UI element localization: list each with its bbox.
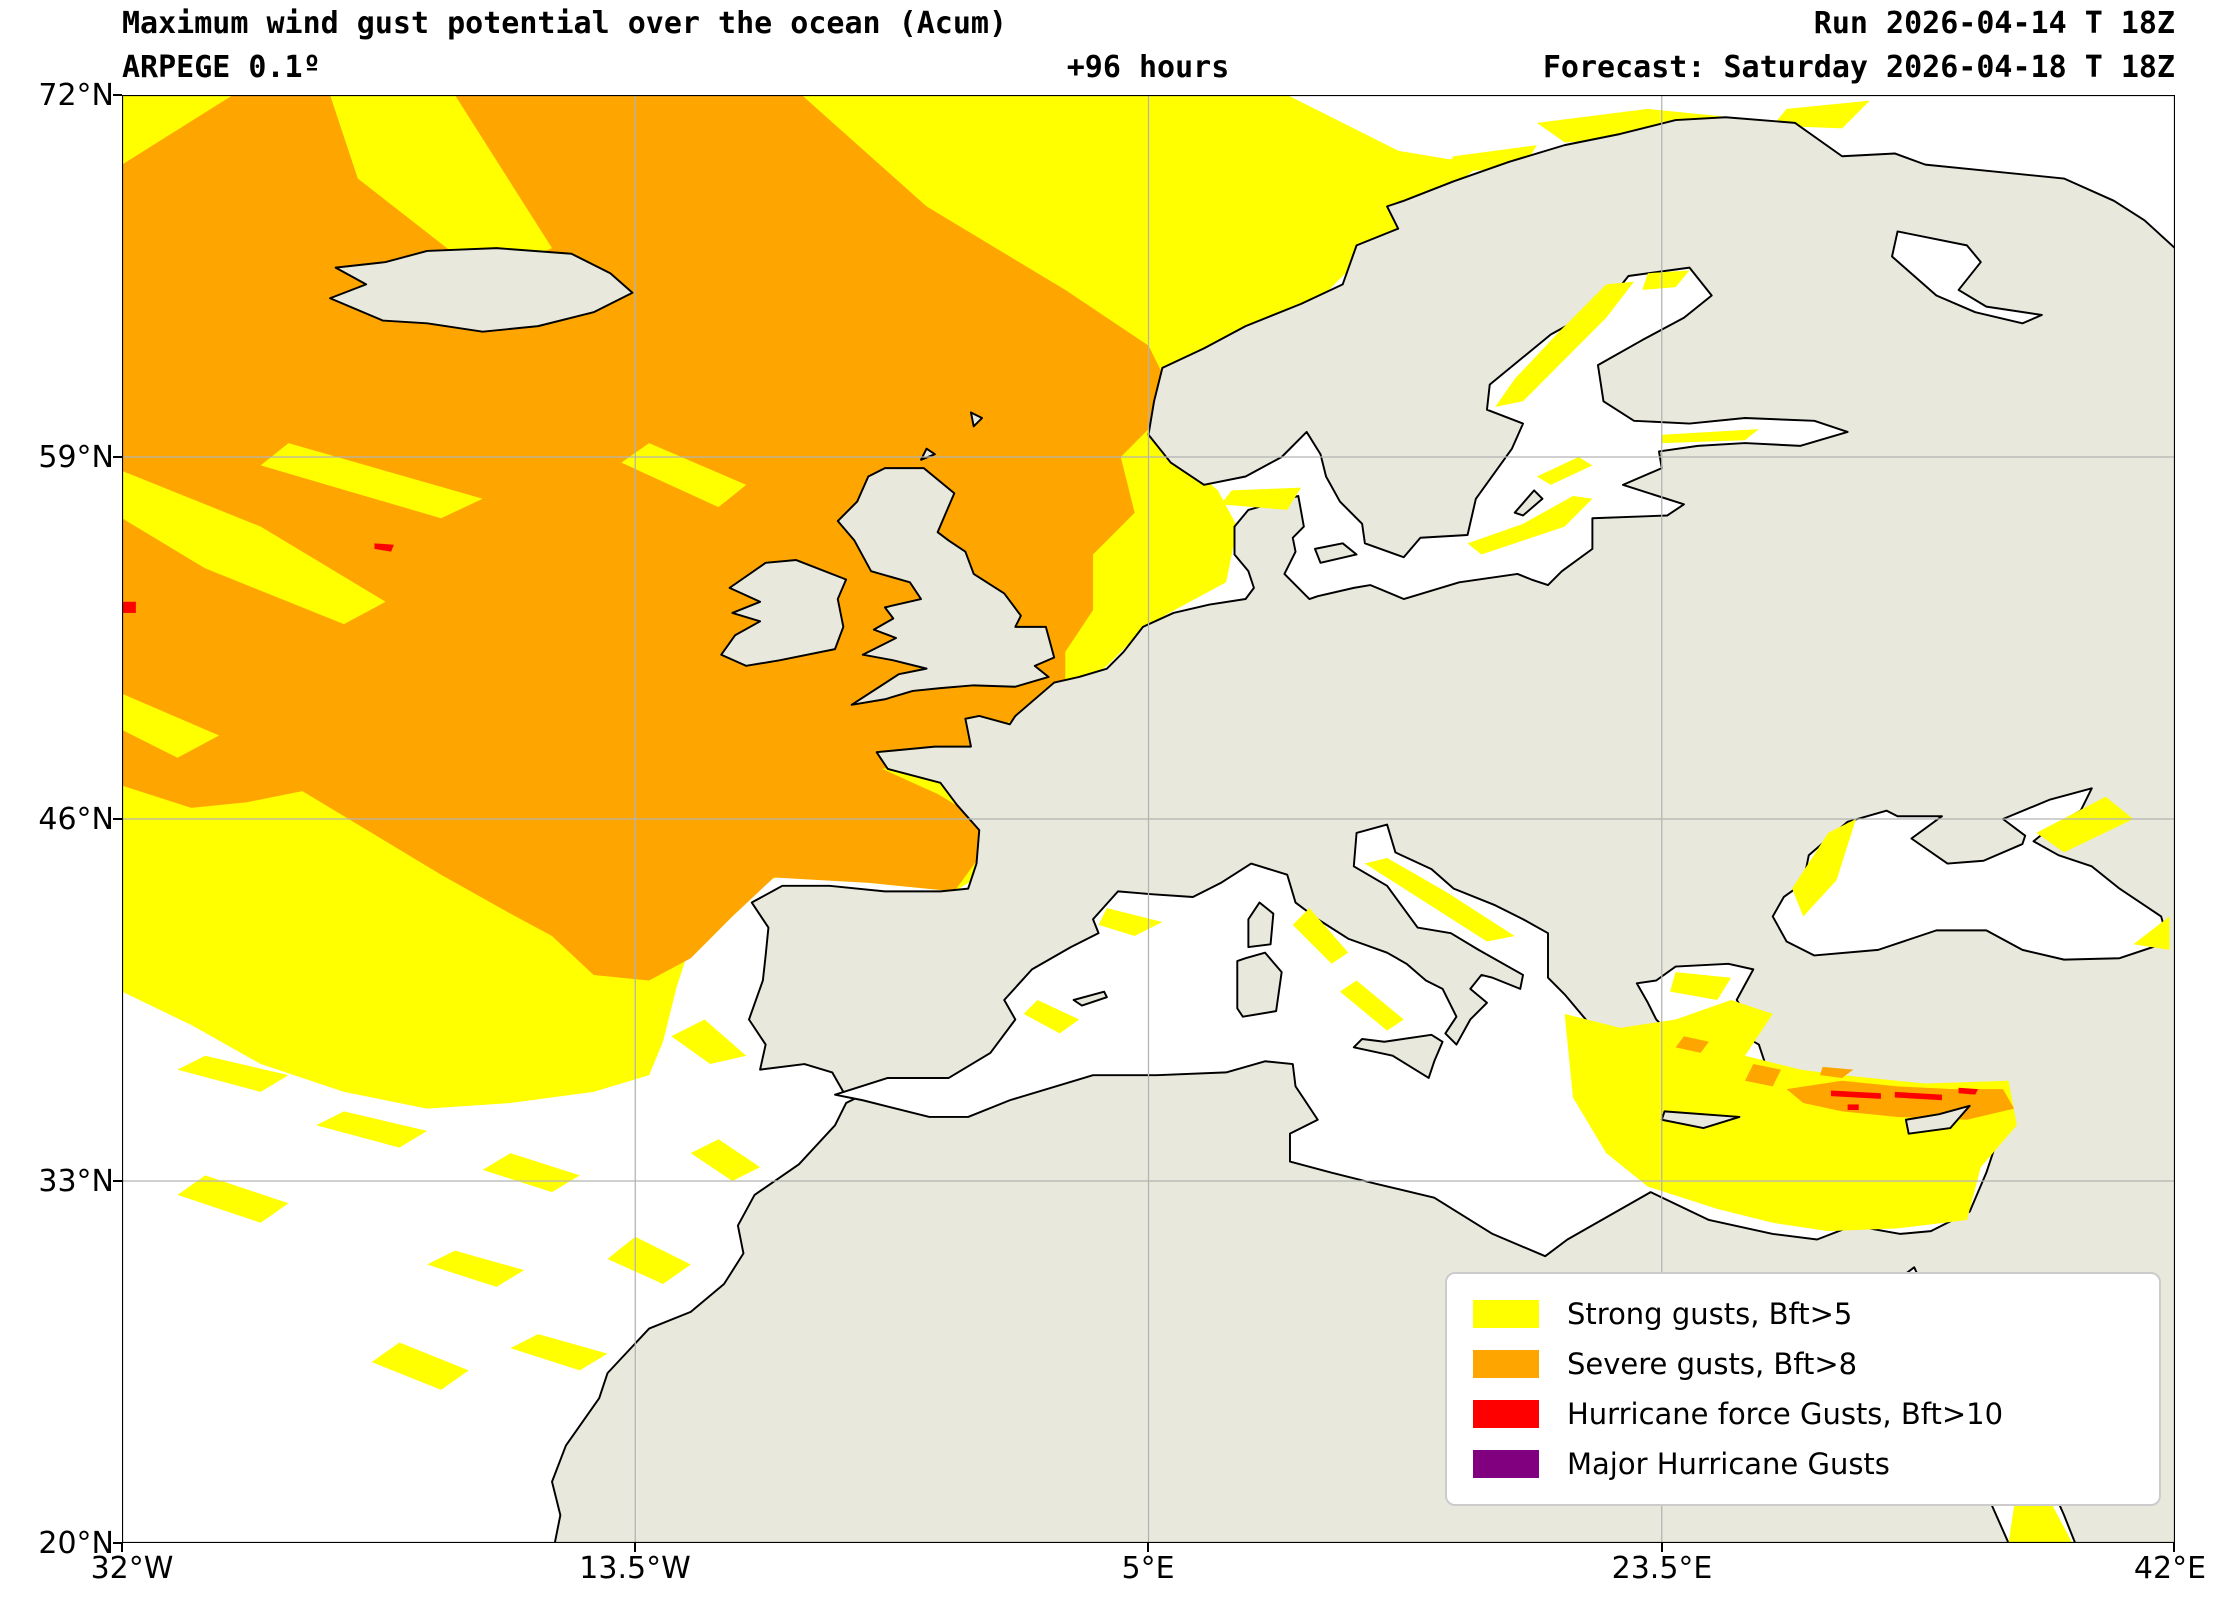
cyprus xyxy=(1904,1104,1971,1135)
axis-tick xyxy=(113,1542,122,1544)
axis-tick xyxy=(113,94,122,96)
axis-tick xyxy=(113,1180,122,1182)
axis-tick xyxy=(2173,1543,2175,1552)
sicily xyxy=(1352,1033,1444,1079)
legend-label: Strong gusts, Bft>5 xyxy=(1567,1297,1853,1331)
legend-item-major-hurricane: Major Hurricane Gusts xyxy=(1473,1439,2149,1489)
lon-tick-42e: 42°E xyxy=(2133,1551,2207,1586)
legend-box: Strong gusts, Bft>5 Severe gusts, Bft>8 … xyxy=(1445,1272,2161,1506)
hurricane-gusts-swatch xyxy=(1473,1400,1539,1428)
legend-item-hurricane: Hurricane force Gusts, Bft>10 xyxy=(1473,1389,2149,1439)
lon-tick-32w: 32°W xyxy=(90,1551,174,1586)
lat-tick-33n: 33°N xyxy=(38,1164,114,1199)
great-britain xyxy=(836,467,1056,706)
map-title: Maximum wind gust potential over the oce… xyxy=(122,6,1008,41)
legend-label: Hurricane force Gusts, Bft>10 xyxy=(1567,1397,2004,1431)
major-hurricane-gusts-swatch xyxy=(1473,1450,1539,1478)
lat-tick-59n: 59°N xyxy=(38,440,114,475)
axis-tick xyxy=(634,1543,636,1552)
axis-tick xyxy=(1661,1543,1663,1552)
run-label: Run 2026-04-14 T 18Z xyxy=(1813,6,2175,41)
lat-tick-72n: 72°N xyxy=(38,78,114,113)
lat-tick-20n: 20°N xyxy=(38,1526,114,1561)
strong-gusts-swatch xyxy=(1473,1300,1539,1328)
corsica xyxy=(1247,901,1275,949)
ireland xyxy=(720,559,848,667)
mallorca xyxy=(1072,990,1108,1007)
iceland xyxy=(329,247,634,333)
axis-tick xyxy=(113,456,122,458)
lon-tick-5e: 5°E xyxy=(1121,1551,1175,1586)
legend-label: Major Hurricane Gusts xyxy=(1567,1447,1890,1481)
axis-tick xyxy=(113,818,122,820)
lat-tick-46n: 46°N xyxy=(38,802,114,837)
sardinia xyxy=(1236,951,1283,1018)
lon-tick-13-5w: 13.5°W xyxy=(579,1551,691,1586)
gust-yellow-streaks xyxy=(122,95,747,758)
shetland xyxy=(969,411,984,428)
legend-item-severe: Severe gusts, Bft>8 xyxy=(1473,1339,2149,1389)
gust-yellow-east-mediterranean xyxy=(1564,1000,2017,1232)
zealand xyxy=(1313,542,1358,564)
legend-label: Severe gusts, Bft>8 xyxy=(1567,1347,1858,1381)
gust-red-atlantic xyxy=(122,543,394,613)
lon-tick-23-5e: 23.5°E xyxy=(1611,1551,1713,1586)
severe-gusts-swatch xyxy=(1473,1350,1539,1378)
gust-yellow-inner-seas xyxy=(1023,270,2170,1543)
crete xyxy=(1660,1110,1741,1130)
model-label: ARPEGE 0.1º xyxy=(122,50,321,85)
white-sea xyxy=(1891,230,2043,325)
axis-tick xyxy=(121,1543,123,1552)
axis-tick xyxy=(1147,1543,1149,1552)
map-canvas xyxy=(122,95,2175,1543)
lead-time-label: +96 hours xyxy=(1066,50,1230,85)
gotland xyxy=(1513,489,1544,517)
islands-layer xyxy=(329,247,1971,1135)
forecast-label: Forecast: Saturday 2026-04-18 T 18Z xyxy=(1542,50,2175,85)
legend-item-strong: Strong gusts, Bft>5 xyxy=(1473,1289,2149,1339)
europe-atlantic-map xyxy=(122,95,2175,1543)
